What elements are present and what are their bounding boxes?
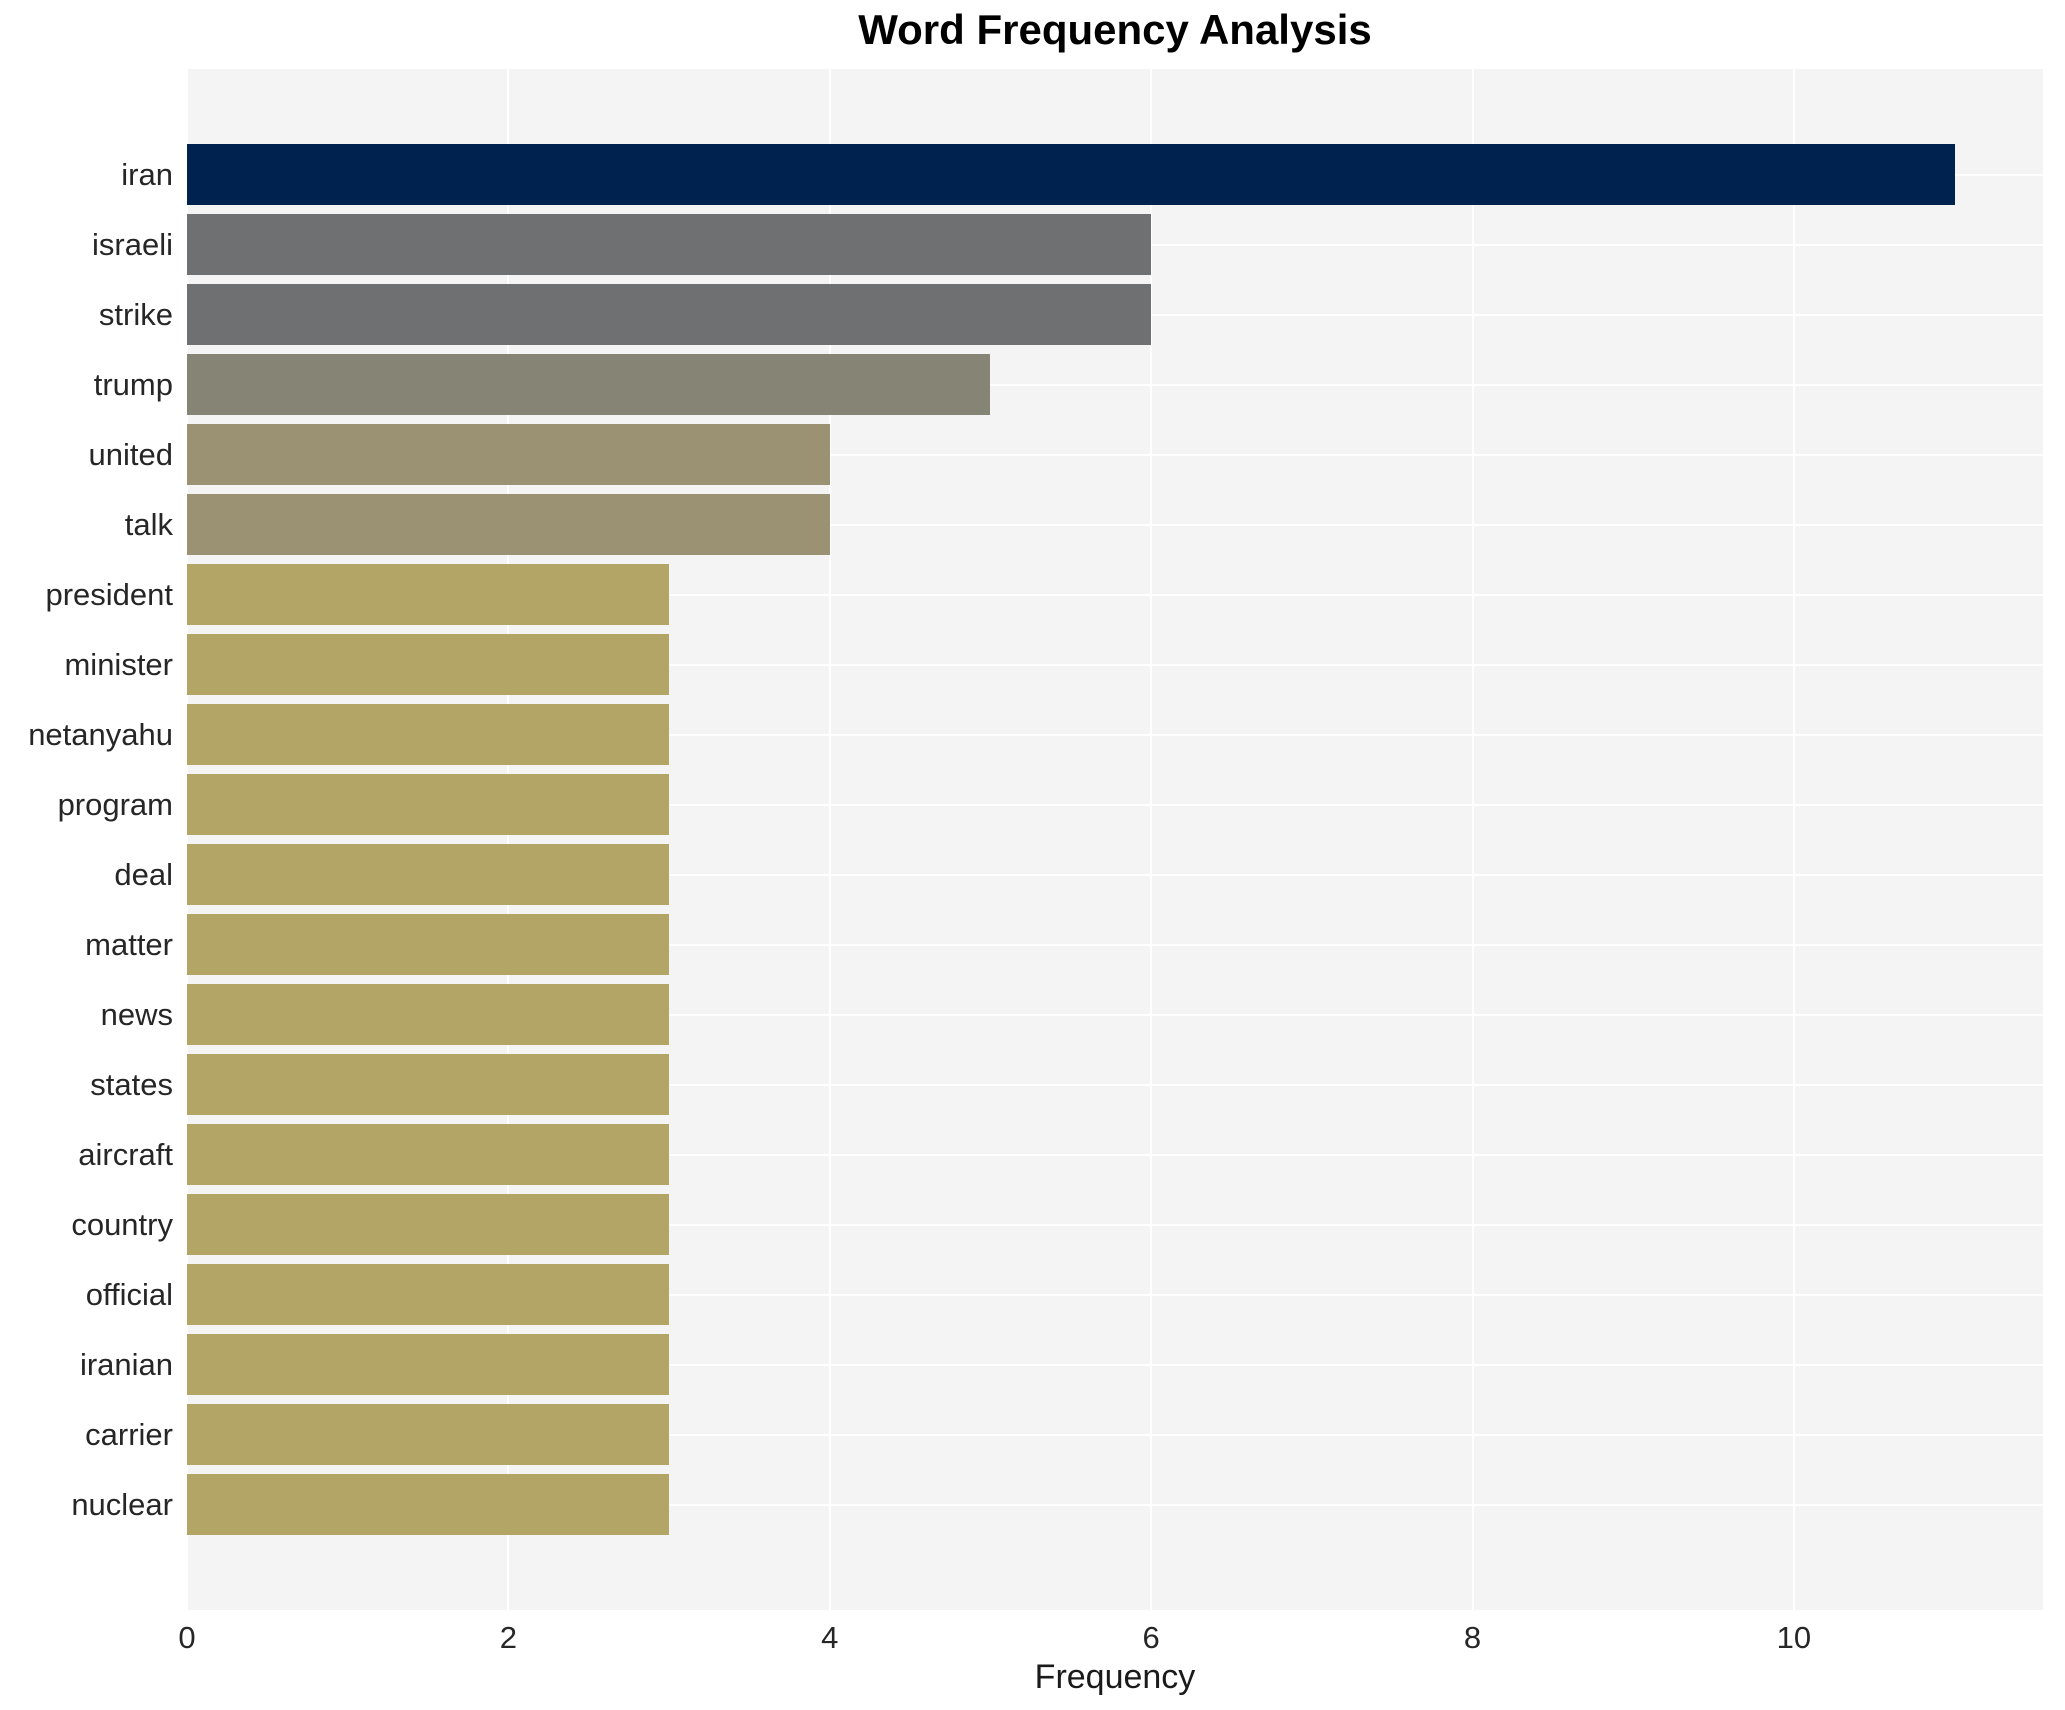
y-tick-label-news: news xyxy=(100,996,173,1032)
horizontal-gridline xyxy=(187,523,2043,526)
x-tick-label-8: 8 xyxy=(1463,1620,1482,1655)
horizontal-gridline xyxy=(187,1433,2043,1436)
y-tick-label-deal: deal xyxy=(114,856,173,892)
vertical-gridline xyxy=(1471,69,1474,1610)
bar-news xyxy=(187,984,670,1045)
horizontal-gridline xyxy=(187,1083,2043,1086)
bar-nuclear xyxy=(187,1474,670,1535)
vertical-gridline xyxy=(186,69,188,1610)
horizontal-gridline xyxy=(187,1223,2043,1226)
horizontal-gridline xyxy=(187,1293,2043,1296)
bar-program xyxy=(187,774,670,835)
bar-deal xyxy=(187,844,670,905)
plot-area xyxy=(186,69,2043,1610)
horizontal-gridline xyxy=(187,1153,2043,1156)
horizontal-gridline xyxy=(187,663,2043,666)
y-tick-label-minister: minister xyxy=(64,646,173,682)
bar-israeli xyxy=(187,214,1152,275)
horizontal-gridline xyxy=(187,803,2043,806)
y-tick-label-country: country xyxy=(71,1206,173,1242)
horizontal-gridline xyxy=(187,593,2043,596)
y-tick-label-trump: trump xyxy=(93,366,173,402)
x-tick-label-4: 4 xyxy=(821,1620,839,1655)
horizontal-gridline xyxy=(187,453,2043,456)
horizontal-gridline xyxy=(187,383,2043,386)
y-tick-label-states: states xyxy=(90,1066,173,1102)
y-tick-label-netanyahu: netanyahu xyxy=(28,716,173,752)
bar-matter xyxy=(187,914,670,975)
y-tick-label-talk: talk xyxy=(124,506,173,542)
vertical-gridline xyxy=(1792,69,1795,1610)
vertical-gridline xyxy=(507,69,510,1610)
x-tick-label-6: 6 xyxy=(1142,1620,1160,1655)
bar-trump xyxy=(187,354,991,415)
y-tick-label-nuclear: nuclear xyxy=(71,1486,173,1522)
x-tick-label-0: 0 xyxy=(178,1620,196,1655)
bar-states xyxy=(187,1054,670,1115)
y-tick-label-president: president xyxy=(45,576,173,612)
y-tick-label-strike: strike xyxy=(98,296,173,332)
y-tick-label-aircraft: aircraft xyxy=(78,1136,173,1172)
bar-talk xyxy=(187,494,830,555)
y-tick-label-iranian: iranian xyxy=(79,1346,173,1382)
vertical-gridline xyxy=(1150,69,1153,1610)
horizontal-gridline xyxy=(187,1503,2043,1506)
horizontal-gridline xyxy=(187,943,2043,946)
bar-carrier xyxy=(187,1404,670,1465)
y-tick-label-program: program xyxy=(57,786,173,822)
bar-iran xyxy=(187,144,1955,205)
bar-official xyxy=(187,1264,670,1325)
bar-aircraft xyxy=(187,1124,670,1185)
horizontal-gridline xyxy=(187,873,2043,876)
y-tick-label-israeli: israeli xyxy=(92,226,173,262)
x-axis-title: Frequency xyxy=(1034,1658,1196,1696)
x-tick-label-10: 10 xyxy=(1776,1620,1812,1655)
bar-united xyxy=(187,424,830,485)
bar-netanyahu xyxy=(187,704,670,765)
bar-country xyxy=(187,1194,670,1255)
bar-strike xyxy=(187,284,1152,345)
y-tick-label-carrier: carrier xyxy=(85,1416,173,1452)
horizontal-gridline xyxy=(187,733,2043,736)
y-tick-label-matter: matter xyxy=(85,926,173,962)
bar-minister xyxy=(187,634,670,695)
horizontal-gridline xyxy=(187,1013,2043,1016)
chart-title: Word Frequency Analysis xyxy=(858,6,1372,53)
horizontal-gridline xyxy=(187,1363,2043,1366)
y-tick-label-united: united xyxy=(88,436,173,472)
y-tick-label-official: official xyxy=(85,1276,173,1312)
bar-president xyxy=(187,564,670,625)
vertical-gridline xyxy=(828,69,831,1610)
bar-iranian xyxy=(187,1334,670,1395)
y-tick-label-iran: iran xyxy=(121,156,173,192)
x-tick-label-2: 2 xyxy=(499,1620,517,1655)
